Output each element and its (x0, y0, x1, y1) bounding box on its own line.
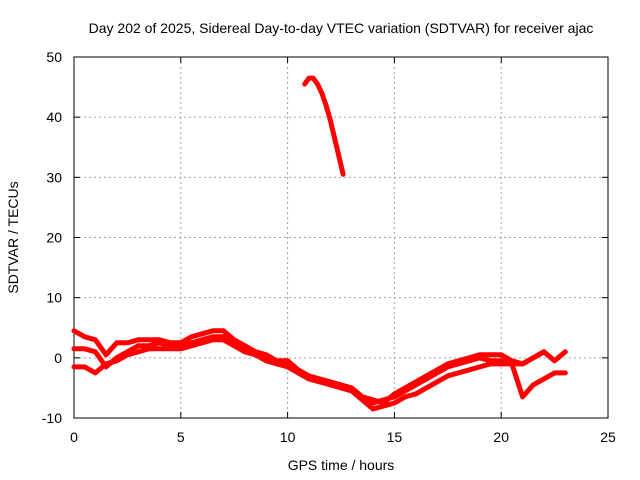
y-tick-label: 40 (46, 109, 62, 125)
axes: 0 5 10 15 20 25 -10 0 10 20 30 40 50 (42, 49, 616, 445)
series-line-track-a (71, 328, 547, 406)
x-tick-label: 0 (70, 429, 78, 445)
chart-title: Day 202 of 2025, Sidereal Day-to-day VTE… (89, 20, 594, 36)
y-tick-label: 20 (46, 230, 62, 246)
series-line-track-d (302, 75, 346, 177)
x-tick-label: 15 (387, 429, 403, 445)
data-series (71, 75, 568, 412)
y-tick-label: 0 (54, 350, 62, 366)
y-tick-label: 10 (46, 290, 62, 306)
y-tick-label: 30 (46, 169, 62, 185)
x-axis-label: GPS time / hours (288, 457, 395, 473)
y-tick-label: 50 (46, 49, 62, 65)
x-tick-label: 25 (600, 429, 616, 445)
grid-lines (74, 57, 608, 418)
x-tick-label: 20 (493, 429, 509, 445)
series-line-track-c (71, 337, 568, 412)
x-tick-label: 5 (177, 429, 185, 445)
y-axis-label: SDTVAR / TECUs (5, 181, 21, 293)
y-tick-label: -10 (42, 410, 62, 426)
x-tick-label: 10 (280, 429, 296, 445)
